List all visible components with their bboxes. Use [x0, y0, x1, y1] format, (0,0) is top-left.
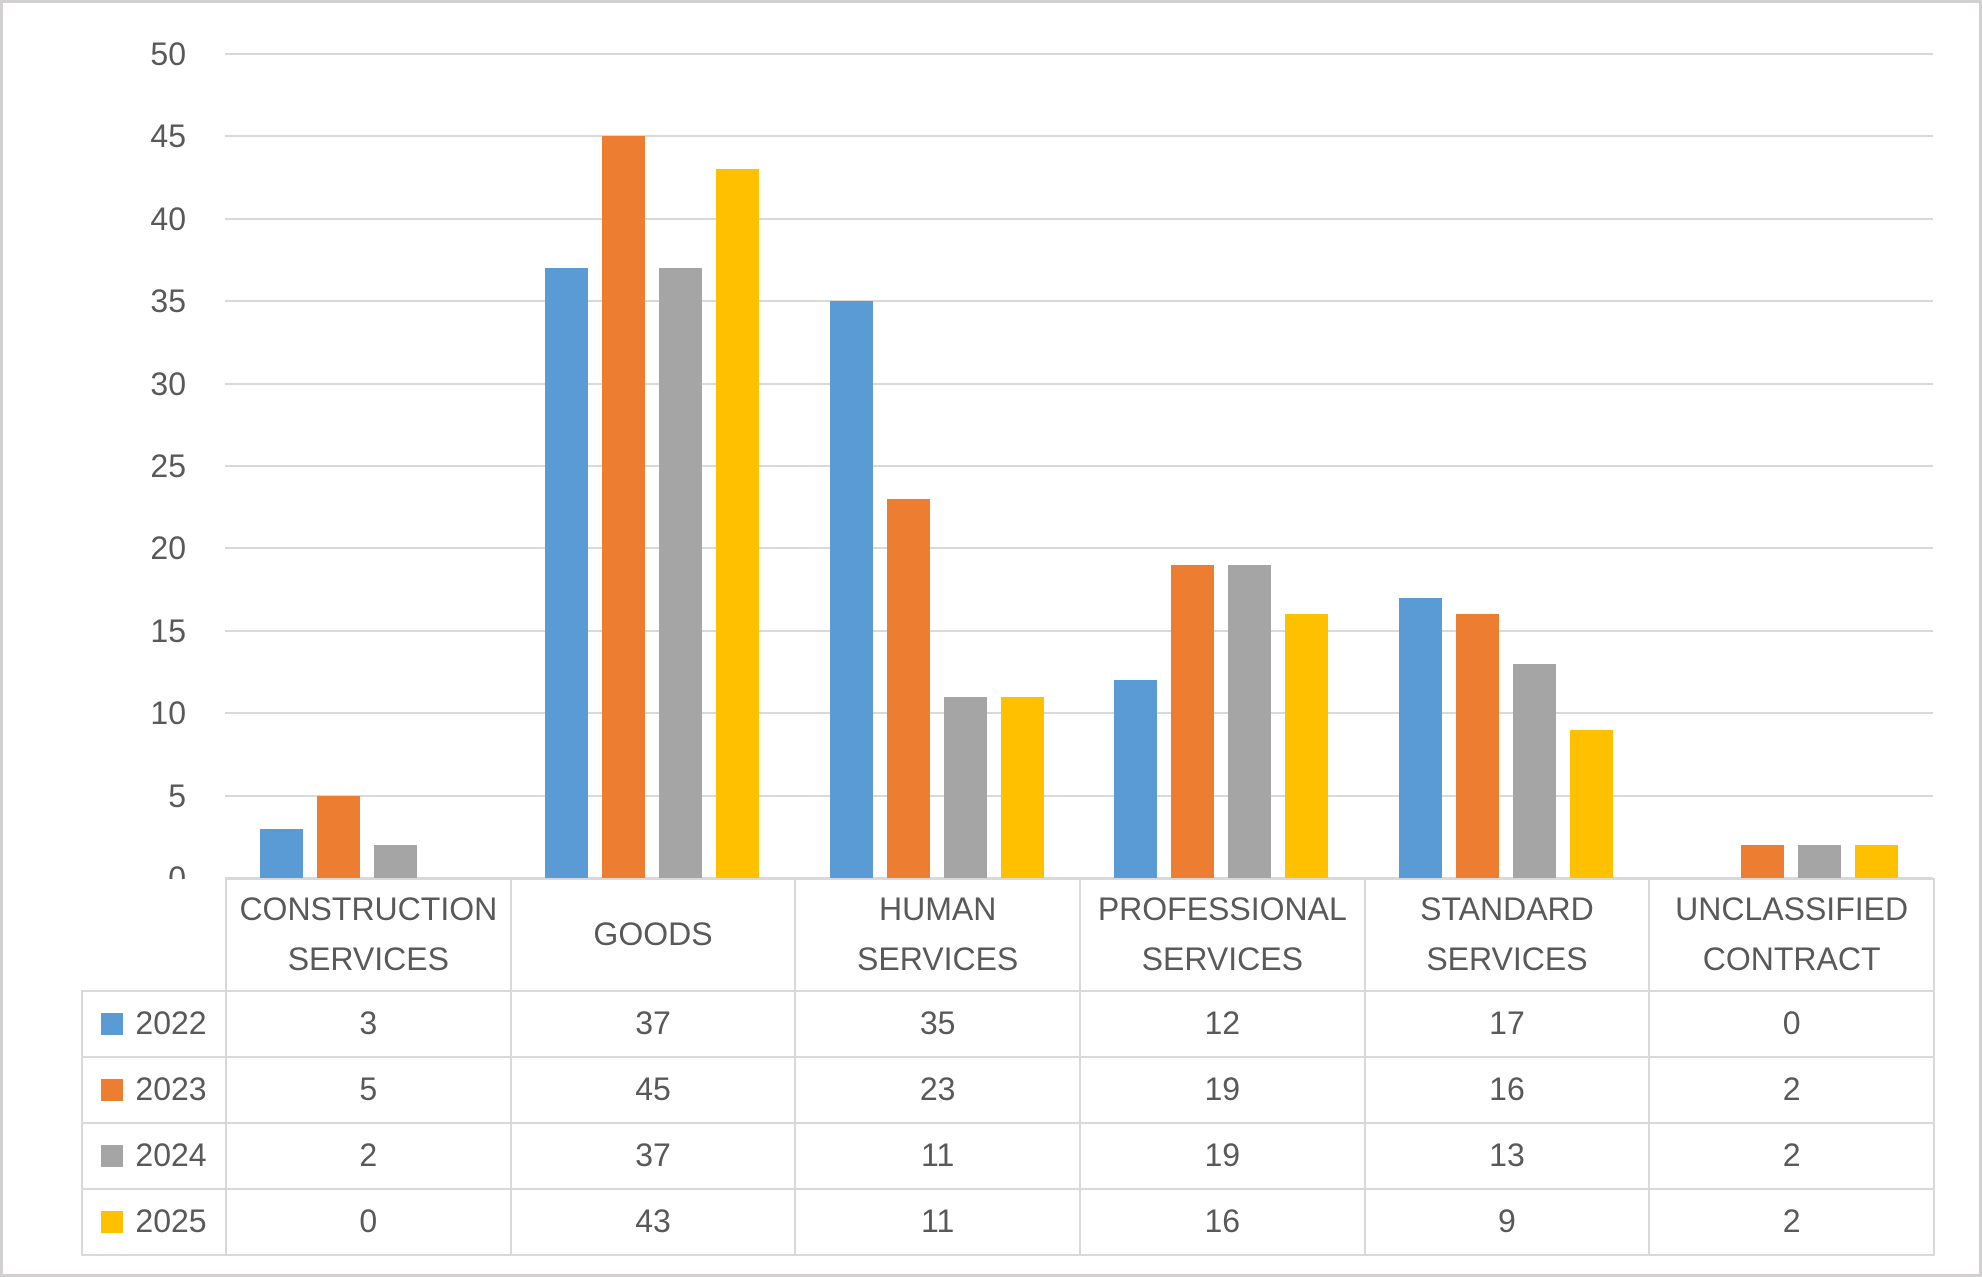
y-axis-label: 5 — [168, 777, 186, 814]
category-header-cell: HUMAN SERVICES — [794, 878, 1081, 992]
gridline — [225, 53, 1933, 55]
value-cell: 35 — [794, 990, 1081, 1058]
category-group — [510, 3, 795, 878]
bar-2023 — [1740, 845, 1784, 878]
value-cell: 0 — [1648, 990, 1935, 1058]
category-header-cell: GOODS — [509, 878, 797, 992]
gridline — [225, 382, 1933, 385]
bar-2023 — [317, 795, 361, 878]
value-cell: 37 — [509, 990, 797, 1058]
legend-swatch-icon — [101, 1211, 124, 1234]
value-cell: 3 — [225, 990, 512, 1058]
plot-area — [225, 3, 1933, 878]
category-header-cell: UNCLASSIFIED CONTRACT — [1648, 878, 1935, 992]
series-name: 2022 — [135, 1005, 207, 1042]
value-cell: 2 — [225, 1122, 512, 1190]
series-name: 2025 — [135, 1203, 207, 1240]
gridline — [225, 794, 1933, 797]
value-cell: 11 — [794, 1188, 1081, 1256]
category-group — [225, 3, 510, 878]
y-axis-label: 40 — [150, 200, 186, 237]
bar-2023 — [886, 498, 930, 878]
bar-2024 — [1228, 564, 1272, 878]
category-header-cell: PROFESSIONAL SERVICES — [1078, 878, 1366, 992]
category-group — [794, 3, 1079, 878]
value-cell: 19 — [1078, 1056, 1366, 1124]
bar-2023 — [1456, 614, 1500, 878]
bar-2024 — [1513, 663, 1557, 878]
series-name: 2024 — [135, 1137, 207, 1174]
category-header-cell: STANDARD SERVICES — [1363, 878, 1651, 992]
bar-2024 — [943, 696, 987, 878]
value-cell: 5 — [225, 1056, 512, 1124]
table-row: 2025 0 43 11 16 9 2 — [81, 1188, 1935, 1256]
bar-2022 — [260, 828, 304, 878]
bar-2025 — [1000, 696, 1044, 878]
y-axis-label: 35 — [150, 283, 186, 320]
value-cell: 37 — [509, 1122, 797, 1190]
value-cell: 11 — [794, 1122, 1081, 1190]
gridline — [225, 712, 1933, 715]
bar-2025 — [1285, 614, 1329, 878]
y-axis-label: 20 — [150, 530, 186, 567]
gridline — [225, 465, 1933, 467]
gridline — [225, 300, 1933, 303]
gridline — [225, 547, 1933, 550]
bar-2022 — [1399, 597, 1443, 878]
gridline — [225, 629, 1933, 632]
value-cell: 9 — [1363, 1188, 1651, 1256]
y-axis-label: 45 — [150, 118, 186, 155]
data-table: CONSTRUCTION SERVICES GOODS HUMAN SERVICES… — [81, 878, 1935, 1256]
bar-2024 — [374, 845, 418, 878]
bar-2024 — [1797, 845, 1841, 878]
legend-swatch-icon — [101, 1013, 124, 1036]
bar-2023 — [1171, 564, 1215, 878]
table-corner-cell — [82, 879, 226, 991]
category-group — [1648, 3, 1933, 878]
value-cell: 19 — [1078, 1122, 1366, 1190]
value-cell: 16 — [1363, 1056, 1651, 1124]
bar-2024 — [659, 268, 702, 878]
table-row: 2022 3 37 35 12 17 0 — [81, 990, 1935, 1058]
category-group — [1079, 3, 1364, 878]
value-cell: 17 — [1363, 990, 1651, 1058]
series-label-cell: 2024 — [81, 1122, 227, 1190]
y-axis-label: 50 — [150, 36, 186, 72]
bar-2025 — [1854, 845, 1898, 878]
value-cell: 2 — [1648, 1056, 1935, 1124]
value-cell: 2 — [1648, 1122, 1935, 1190]
y-axis-label: 30 — [150, 365, 186, 402]
table-row: 2023 5 45 23 19 16 2 — [81, 1056, 1935, 1124]
y-axis-label: 25 — [150, 448, 186, 484]
table-row: 2024 2 37 11 19 13 2 — [81, 1122, 1935, 1190]
bar-2025 — [1570, 729, 1614, 878]
value-cell: 13 — [1363, 1122, 1651, 1190]
value-cell: 45 — [509, 1056, 797, 1124]
category-header-cell: CONSTRUCTION SERVICES — [225, 878, 512, 992]
gridline — [225, 217, 1933, 220]
legend-swatch-icon — [101, 1079, 124, 1102]
bar-2022 — [829, 301, 873, 878]
bar-2023 — [602, 136, 645, 878]
gridline — [225, 877, 1933, 879]
value-cell: 23 — [794, 1056, 1081, 1124]
category-group — [1364, 3, 1649, 878]
y-axis-label: 10 — [150, 695, 186, 732]
value-cell: 43 — [509, 1188, 797, 1256]
series-name: 2023 — [135, 1071, 207, 1108]
value-cell: 2 — [1648, 1188, 1935, 1256]
series-label-cell: 2023 — [81, 1056, 227, 1124]
legend-swatch-icon — [101, 1145, 124, 1168]
bar-2025 — [716, 169, 759, 878]
bar-2022 — [1114, 680, 1158, 878]
y-axis-label: 15 — [150, 612, 186, 649]
series-label-cell: 2025 — [81, 1188, 227, 1256]
series-label-cell: 2022 — [81, 990, 227, 1058]
value-cell: 16 — [1078, 1188, 1366, 1256]
gridline — [225, 135, 1933, 138]
value-cell: 12 — [1078, 990, 1366, 1058]
value-cell: 0 — [225, 1188, 512, 1256]
bar-2022 — [545, 268, 588, 878]
